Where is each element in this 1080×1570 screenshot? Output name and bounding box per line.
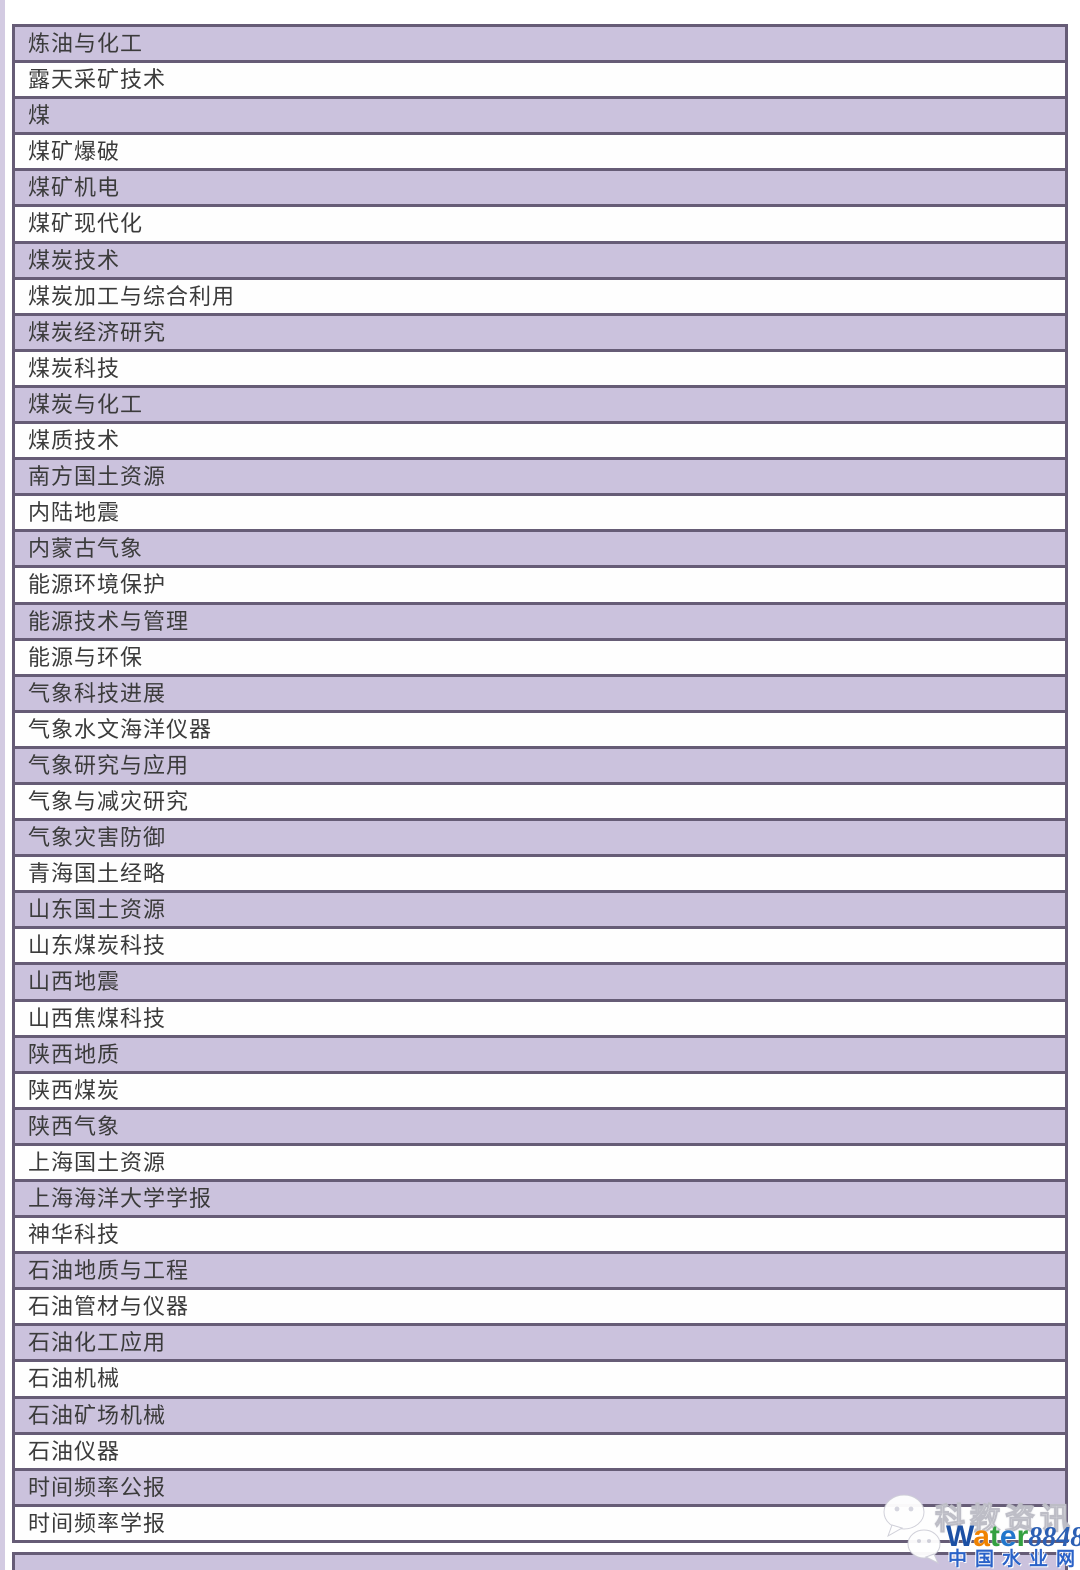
table-row: 石油管材与仪器 bbox=[15, 1290, 1065, 1327]
table-row: 石油矿场机械 bbox=[15, 1398, 1065, 1435]
journal-name: 石油矿场机械 bbox=[28, 1402, 167, 1428]
table-row: 陕西气象 bbox=[15, 1109, 1065, 1146]
table-row: 上海国土资源 bbox=[15, 1145, 1065, 1182]
watermark: 科教资讯 Water8848.com 中国水业网 bbox=[880, 1480, 1080, 1570]
table-row: 山东煤炭科技 bbox=[15, 929, 1065, 966]
journal-table: 炼油与化工 露天采矿技术 煤 煤矿爆破 煤矿机电 煤矿现代化 煤炭技术 bbox=[12, 24, 1068, 1543]
brand-letter: t bbox=[989, 1520, 1000, 1553]
table-row: 陕西地质 bbox=[15, 1037, 1065, 1074]
journal-name: 煤矿现代化 bbox=[28, 211, 144, 237]
watermark-site-name: 中国水业网 bbox=[948, 1549, 1080, 1570]
table-row: 气象水文海洋仪器 bbox=[15, 712, 1065, 749]
table-row: 露天采矿技术 bbox=[15, 63, 1065, 100]
table-row: 内蒙古气象 bbox=[15, 532, 1065, 569]
table-row: 石油地质与工程 bbox=[15, 1254, 1065, 1291]
journal-name: 山东煤炭科技 bbox=[28, 933, 167, 959]
table-row: 煤炭与化工 bbox=[15, 387, 1065, 425]
table-row: 气象科技进展 bbox=[15, 676, 1065, 713]
journal-name: 陕西地质 bbox=[28, 1041, 121, 1067]
journal-name: 山西地震 bbox=[28, 969, 121, 995]
journal-name: 煤矿爆破 bbox=[28, 139, 121, 165]
table-row: 煤质技术 bbox=[15, 424, 1065, 461]
table-row: 气象与减灾研究 bbox=[15, 784, 1065, 822]
table-row: 煤 bbox=[15, 99, 1065, 136]
journal-name: 石油仪器 bbox=[28, 1438, 121, 1464]
table-row: 神华科技 bbox=[15, 1218, 1065, 1255]
journal-name: 能源环境保护 bbox=[28, 572, 167, 598]
journal-name: 石油机械 bbox=[28, 1366, 121, 1392]
table-row: 煤矿爆破 bbox=[15, 135, 1065, 172]
journal-name: 南方国土资源 bbox=[28, 464, 167, 490]
table-row: 煤炭技术 bbox=[15, 243, 1065, 280]
journal-name: 煤炭技术 bbox=[28, 247, 121, 273]
table-row: 山西地震 bbox=[15, 965, 1065, 1002]
journal-name: 内陆地震 bbox=[28, 500, 121, 526]
journal-name: 气象水文海洋仪器 bbox=[28, 716, 213, 742]
table-row: 山东国土资源 bbox=[15, 893, 1065, 930]
journal-name: 上海国土资源 bbox=[28, 1149, 167, 1175]
journal-name: 煤 bbox=[28, 103, 52, 129]
journal-name: 时间频率公报 bbox=[28, 1474, 167, 1500]
journal-name: 石油地质与工程 bbox=[28, 1258, 190, 1284]
table-row: 煤炭科技 bbox=[15, 351, 1065, 388]
journal-name: 气象研究与应用 bbox=[28, 752, 190, 778]
journal-name: 石油化工应用 bbox=[28, 1330, 167, 1356]
watermark-brand: Water8848.com bbox=[946, 1520, 1080, 1554]
partial-next-row bbox=[12, 1552, 1068, 1570]
table-row: 煤炭经济研究 bbox=[15, 315, 1065, 352]
brand-letter: a bbox=[973, 1520, 990, 1553]
table-row: 内陆地震 bbox=[15, 496, 1065, 533]
journal-name: 内蒙古气象 bbox=[28, 536, 144, 562]
table-row: 山西焦煤科技 bbox=[15, 1001, 1065, 1038]
journal-name: 煤炭经济研究 bbox=[28, 319, 167, 345]
journal-name: 煤炭与化工 bbox=[28, 391, 144, 417]
wechat-icon bbox=[883, 1494, 941, 1565]
brand-letter: r bbox=[1016, 1520, 1029, 1553]
journal-name: 山西焦煤科技 bbox=[28, 1005, 167, 1031]
journal-name: 气象灾害防御 bbox=[28, 825, 167, 851]
table-row: 煤炭加工与综合利用 bbox=[15, 279, 1065, 316]
left-edge-sliver bbox=[0, 0, 5, 1570]
journal-name: 上海海洋大学学报 bbox=[28, 1186, 213, 1211]
journal-name: 神华科技 bbox=[28, 1222, 121, 1248]
table-row: 煤矿现代化 bbox=[15, 207, 1065, 244]
journal-name: 气象科技进展 bbox=[28, 680, 167, 706]
journal-name: 时间频率学报 bbox=[28, 1510, 167, 1536]
table-row: 南方国土资源 bbox=[15, 460, 1065, 497]
journal-name: 煤炭科技 bbox=[28, 355, 121, 381]
table-row: 石油化工应用 bbox=[15, 1326, 1065, 1363]
brand-word: Water bbox=[946, 1520, 1028, 1553]
table-row: 能源与环保 bbox=[15, 640, 1065, 677]
journal-name: 气象与减灾研究 bbox=[28, 788, 190, 814]
journal-name: 陕西煤炭 bbox=[28, 1077, 121, 1103]
table-row: 时间频率公报 bbox=[15, 1470, 1065, 1507]
table-row: 石油机械 bbox=[15, 1362, 1065, 1399]
brand-letter: e bbox=[999, 1520, 1017, 1553]
table-row: 上海海洋大学学报 bbox=[15, 1182, 1065, 1219]
table-row: 青海国土经略 bbox=[15, 857, 1065, 894]
brand-letter: W bbox=[946, 1520, 974, 1553]
table-row: 能源技术与管理 bbox=[15, 604, 1065, 641]
journal-name: 煤质技术 bbox=[28, 428, 121, 454]
table-row: 陕西煤炭 bbox=[15, 1073, 1065, 1110]
brand-number: 8848 bbox=[1028, 1522, 1080, 1553]
journal-name: 能源技术与管理 bbox=[28, 608, 190, 634]
journal-name: 煤炭加工与综合利用 bbox=[28, 283, 236, 309]
journal-name: 炼油与化工 bbox=[28, 31, 144, 56]
table-row: 气象研究与应用 bbox=[15, 748, 1065, 785]
journal-name: 青海国土经略 bbox=[28, 861, 167, 887]
journal-name: 陕西气象 bbox=[28, 1113, 121, 1139]
journal-name: 山东国土资源 bbox=[28, 897, 167, 923]
table-row: 炼油与化工 bbox=[15, 27, 1065, 64]
table-row: 石油仪器 bbox=[15, 1434, 1065, 1471]
table-row: 气象灾害防御 bbox=[15, 821, 1065, 858]
watermark-account-name: 科教资讯 bbox=[935, 1503, 1075, 1537]
journal-name: 石油管材与仪器 bbox=[28, 1294, 190, 1320]
journal-name: 露天采矿技术 bbox=[28, 67, 167, 93]
journal-name: 煤矿机电 bbox=[28, 175, 121, 201]
table-row: 煤矿机电 bbox=[15, 171, 1065, 208]
journal-name: 能源与环保 bbox=[28, 644, 144, 670]
table-row: 能源环境保护 bbox=[15, 568, 1065, 605]
